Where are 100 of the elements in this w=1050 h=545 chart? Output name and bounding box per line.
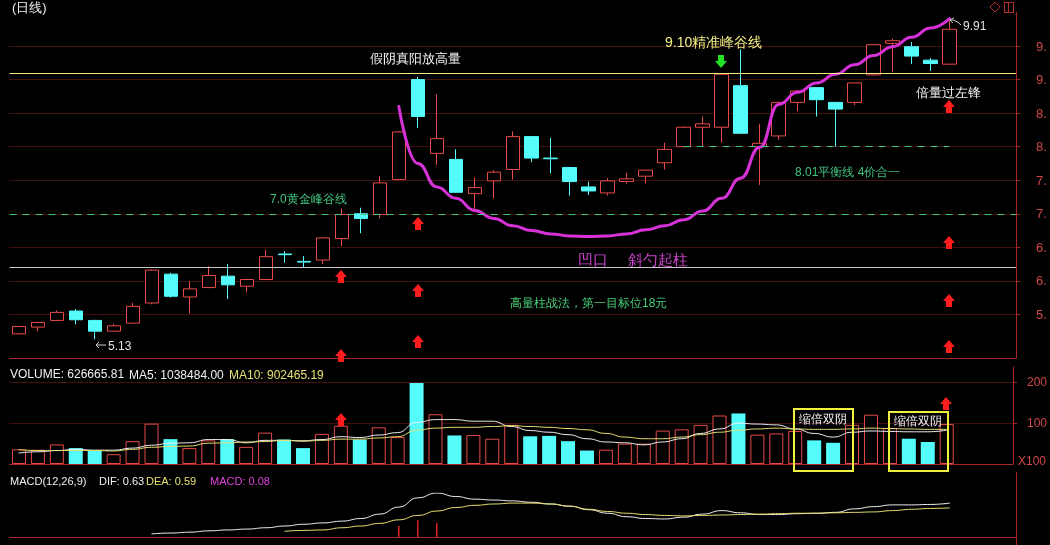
bar [674,429,689,464]
annotation: 缩倍双阴 [799,412,847,426]
candlestick [259,249,273,281]
bar [447,435,462,464]
bar [504,424,519,464]
bar [409,382,424,464]
candlestick [506,130,520,181]
annotation: 缩倍双阴 [894,414,942,428]
candlestick [126,302,140,325]
text: DIF: 0.63 [99,475,145,487]
text: 9.91 [963,19,987,33]
candlestick [449,148,463,194]
y-tick-label: 9. [1036,72,1047,88]
line-series [18,425,948,452]
candlestick [695,115,710,147]
candlestick [145,268,159,305]
candlestick [562,166,577,197]
candlestick [828,101,843,148]
bar [769,433,784,464]
bar [106,454,121,464]
bar [579,450,594,464]
bar [163,439,178,464]
y-tick-label: 9. [1036,38,1047,54]
candlestick [88,319,102,340]
bar [561,441,576,464]
bar [598,449,613,464]
y-tick-label: 7. [1036,206,1047,222]
bar [277,439,292,464]
bar [901,438,916,464]
candlestick [316,236,330,265]
text: DEA: 0.59 [146,475,197,487]
candlestick [619,172,634,185]
y-tick-label: 5. [1036,306,1047,322]
candlestick [904,41,919,65]
text: MACD: 0.08 [210,475,270,487]
bar [485,438,500,464]
ref-line-label: 8.01平衡线 4价合一 [795,165,901,179]
candlestick [202,265,216,289]
y-tick-label: 8. [1036,139,1047,155]
candlestick [221,263,235,300]
candlestick [809,87,824,117]
y-tick-label: 6. [1036,273,1047,289]
candlestick [638,168,653,185]
candlestick [676,126,691,148]
bar [712,415,727,464]
candlestick [164,272,178,299]
bar [239,446,254,464]
candlestick [487,169,501,199]
bar [314,433,329,464]
text: MA10: 902465.19 [229,368,325,382]
bar [201,440,216,464]
bar [390,437,405,464]
candlestick [373,175,387,219]
candlestick [12,325,26,336]
chart-title: (日线) [12,0,47,15]
bar [731,413,746,464]
bar [466,435,481,464]
bar [428,414,443,464]
ref-line-label: 7.0黄金峰谷线 [270,192,347,206]
bar [655,430,670,464]
candlestick [354,207,368,234]
annotation: 5.13 [108,339,132,353]
text: MA5: 1038484.00 [129,368,225,382]
candlestick [600,177,615,197]
y-tick-label: 100 [1026,416,1048,431]
bar [144,423,159,464]
candlestick [524,135,539,163]
candlestick [581,181,596,196]
bar [295,448,310,464]
bar [182,448,197,464]
bar [11,449,26,464]
candlestick [430,93,444,166]
bar [693,424,708,464]
candlestick [31,321,45,332]
y-tick-label: 200 [1026,375,1048,390]
bar [220,439,235,464]
bar [258,432,273,464]
candlestick [847,81,862,106]
y-tick-label: 7. [1036,172,1047,188]
bar [617,443,632,464]
candlestick [543,137,558,175]
annotation: 斜勺起柱 [628,250,688,268]
candlestick [278,250,292,264]
y-tick-label: 8. [1036,105,1047,121]
annotation: 凹口 [578,250,608,268]
ref-line-label: 9.10精准峰谷线 [665,34,763,50]
candlestick [335,207,349,247]
chart-title: MACD(12,26,9) [10,474,87,487]
candlestick [468,177,482,211]
candlestick [392,130,406,181]
candlestick [657,142,672,170]
annotation: 假阴真阳放高量 [370,50,461,66]
bar [807,440,822,464]
bar [750,434,765,464]
bar [826,442,841,464]
bar [352,439,367,464]
candlestick [69,308,83,325]
candlestick [942,18,957,66]
bar [87,450,102,464]
candlestick [183,281,197,315]
